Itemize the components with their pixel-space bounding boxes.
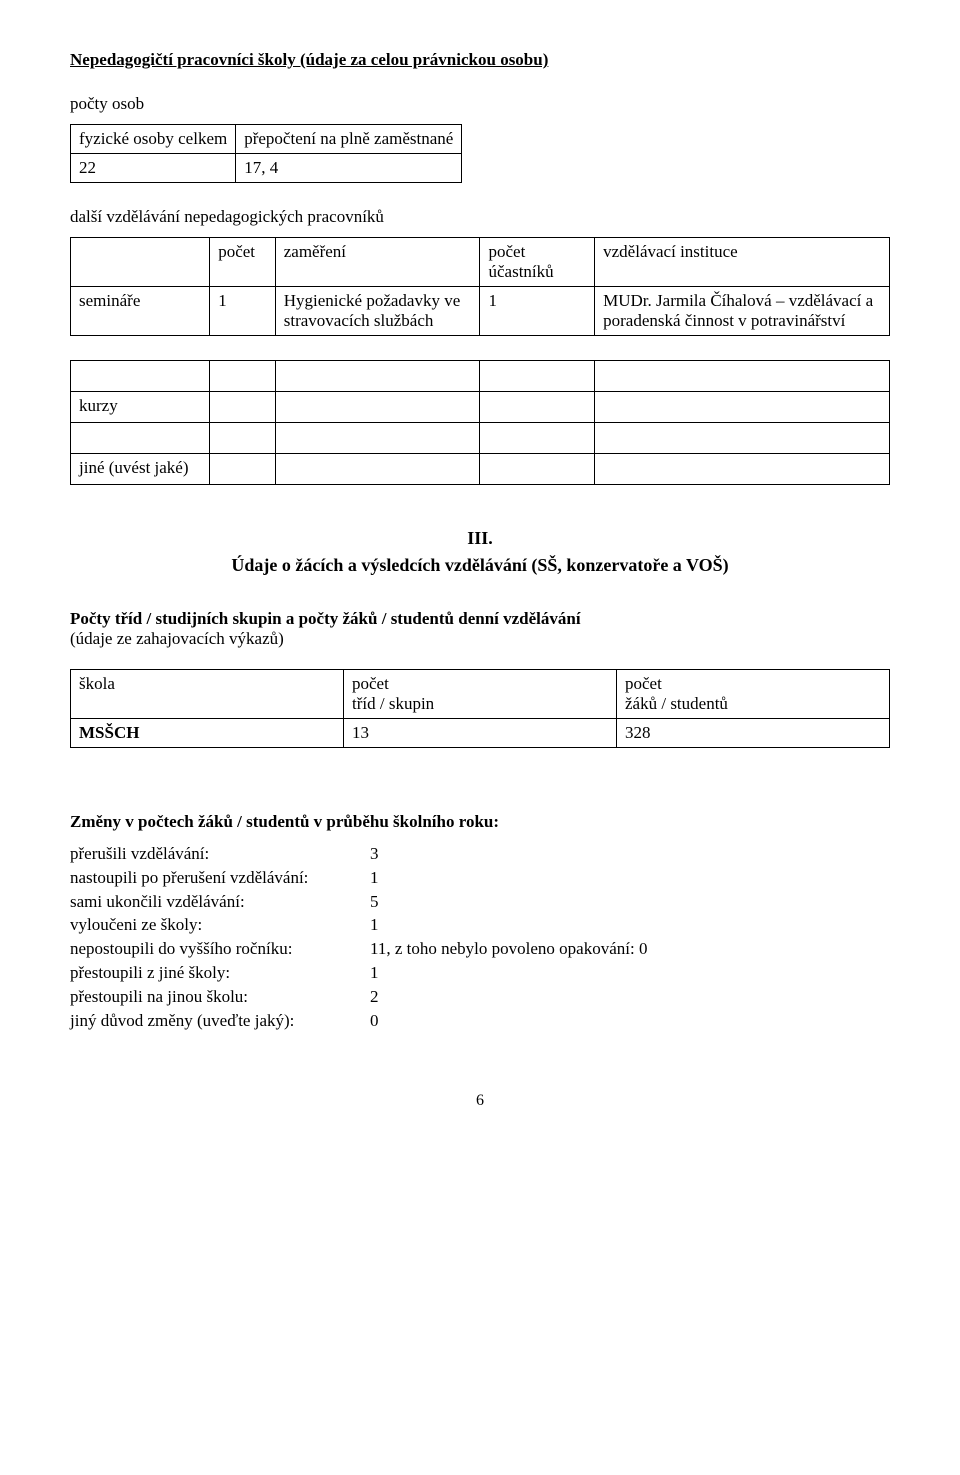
change-value: 11, z toho nebylo povoleno opakování: 0 [370, 937, 647, 961]
cell [480, 392, 595, 423]
cell [275, 361, 480, 392]
th-participants: počet účastníků [480, 238, 595, 287]
cell-count: 1 [210, 287, 276, 336]
table-header-row: škola počettříd / skupin početžáků / stu… [71, 670, 890, 719]
cell-physical: 22 [71, 154, 236, 183]
change-value: 2 [370, 985, 379, 1009]
change-value: 1 [370, 913, 379, 937]
th-students: početžáků / studentů [617, 670, 890, 719]
change-value: 3 [370, 842, 379, 866]
list-item: nastoupili po přerušení vzdělávání: 1 [70, 866, 890, 890]
cell-institution: MUDr. Jarmila Číhalová – vzdělávací a po… [595, 287, 890, 336]
cell [210, 361, 276, 392]
class-counts-sub: (údaje ze zahajovacích výkazů) [70, 629, 284, 648]
changes-list: přerušili vzdělávání: 3 nastoupili po př… [70, 842, 890, 1032]
header-physical: fyzické osoby celkem [71, 125, 236, 154]
list-item: nepostoupili do vyššího ročníku: 11, z t… [70, 937, 890, 961]
cell-participants: 1 [480, 287, 595, 336]
class-counts-table: škola počettříd / skupin početžáků / stu… [70, 669, 890, 748]
cell [480, 423, 595, 454]
cell-school: MSŠCH [71, 719, 344, 748]
table-row: fyzické osoby celkem přepočtení na plně … [71, 125, 462, 154]
change-label: vyloučeni ze školy: [70, 913, 370, 937]
cell [210, 454, 276, 485]
header-recalc: přepočtení na plně zaměstnané [236, 125, 462, 154]
page-number: 6 [70, 1092, 890, 1110]
change-label: nastoupili po přerušení vzdělávání: [70, 866, 370, 890]
cell [275, 392, 480, 423]
table-row: jiné (uvést jaké) [71, 454, 890, 485]
cell [275, 454, 480, 485]
change-label: přestoupili z jiné školy: [70, 961, 370, 985]
change-label: přerušili vzdělávání: [70, 842, 370, 866]
table-row [71, 361, 890, 392]
cell [210, 423, 276, 454]
list-item: přestoupili na jinou školu: 2 [70, 985, 890, 1009]
section-3-heading: III. Údaje o žácích a výsledcích vzděláv… [70, 525, 890, 579]
th-count: počet [210, 238, 276, 287]
table-row: kurzy [71, 392, 890, 423]
staff-counts-table: fyzické osoby celkem přepočtení na plně … [70, 124, 462, 183]
cell-classes: 13 [344, 719, 617, 748]
class-counts-heading: Počty tříd / studijních skupin a počty ž… [70, 609, 890, 649]
table-row: 22 17, 4 [71, 154, 462, 183]
th-classes: počettříd / skupin [344, 670, 617, 719]
table-row: MSŠCH 13 328 [71, 719, 890, 748]
cell-focus: Hygienické požadavky ve stravovacích slu… [275, 287, 480, 336]
th-students-text: početžáků / studentů [625, 674, 728, 713]
cell-type: semináře [71, 287, 210, 336]
cell [595, 361, 890, 392]
cell [480, 454, 595, 485]
cell [480, 361, 595, 392]
section-title: Údaje o žácích a výsledcích vzdělávání (… [70, 552, 890, 579]
th-school: škola [71, 670, 344, 719]
list-item: jiný důvod změny (uveďte jaký): 0 [70, 1009, 890, 1033]
training-extra-table: kurzy jiné (uvést jaké) [70, 360, 890, 485]
cell-students: 328 [617, 719, 890, 748]
training-table: počet zaměření počet účastníků vzdělávac… [70, 237, 890, 336]
change-label: přestoupili na jinou školu: [70, 985, 370, 1009]
cell-kurzy: kurzy [71, 392, 210, 423]
cell [595, 392, 890, 423]
change-value: 1 [370, 866, 379, 890]
change-value: 5 [370, 890, 379, 914]
list-item: přerušili vzdělávání: 3 [70, 842, 890, 866]
list-item: sami ukončili vzdělávání: 5 [70, 890, 890, 914]
th-classes-text: počettříd / skupin [352, 674, 434, 713]
cell-recalc: 17, 4 [236, 154, 462, 183]
th-focus: zaměření [275, 238, 480, 287]
cell [275, 423, 480, 454]
table-header-row: počet zaměření počet účastníků vzdělávac… [71, 238, 890, 287]
th-institution: vzdělávací instituce [595, 238, 890, 287]
change-value: 1 [370, 961, 379, 985]
change-label: nepostoupili do vyššího ročníku: [70, 937, 370, 961]
page-title: Nepedagogičtí pracovníci školy (údaje za… [70, 50, 890, 70]
change-label: sami ukončili vzdělávání: [70, 890, 370, 914]
table-row [71, 423, 890, 454]
cell [210, 392, 276, 423]
changes-heading: Změny v počtech žáků / studentů v průběh… [70, 812, 890, 832]
cell [71, 423, 210, 454]
counts-label: počty osob [70, 94, 890, 114]
list-item: vyloučeni ze školy: 1 [70, 913, 890, 937]
cell [595, 454, 890, 485]
section-number: III. [70, 525, 890, 552]
change-label: jiný důvod změny (uveďte jaký): [70, 1009, 370, 1033]
list-item: přestoupili z jiné školy: 1 [70, 961, 890, 985]
table-row: semináře 1 Hygienické požadavky ve strav… [71, 287, 890, 336]
class-counts-bold: Počty tříd / studijních skupin a počty ž… [70, 609, 581, 628]
cell [71, 361, 210, 392]
further-training-label: další vzdělávání nepedagogických pracovn… [70, 207, 890, 227]
cell [595, 423, 890, 454]
change-value: 0 [370, 1009, 379, 1033]
cell-jine: jiné (uvést jaké) [71, 454, 210, 485]
th-blank [71, 238, 210, 287]
